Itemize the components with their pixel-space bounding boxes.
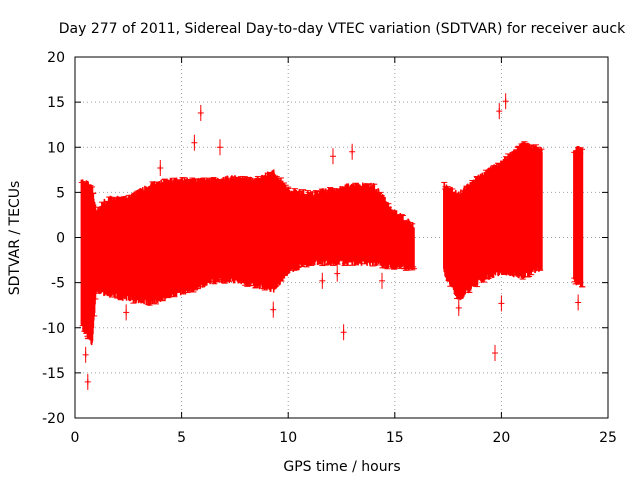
x-tick-label: 15: [386, 430, 404, 446]
y-tick-label: -20: [42, 411, 65, 427]
y-tick-label: 10: [47, 140, 65, 156]
chart-title: Day 277 of 2011, Sidereal Day-to-day VTE…: [59, 21, 626, 37]
x-tick-label: 25: [599, 430, 617, 446]
x-tick-label: 5: [177, 430, 186, 446]
data-series: [78, 93, 586, 390]
y-tick-label: 5: [56, 185, 65, 201]
y-tick-label: -10: [42, 321, 65, 337]
x-tick-label: 0: [71, 430, 80, 446]
y-tick-label: 20: [47, 50, 65, 66]
y-tick-label: -5: [51, 276, 65, 292]
x-tick-label: 10: [279, 430, 297, 446]
x-tick-label: 20: [492, 430, 510, 446]
y-axis-label: SDTVAR / TECUs: [7, 181, 23, 296]
axis-ticks: 0 5 10 15 20 25 -20 -15 -10 -5 0 5 10 15 20: [42, 50, 617, 446]
y-tick-label: 15: [47, 95, 65, 111]
y-tick-label: 0: [56, 231, 65, 247]
x-axis-label: GPS time / hours: [283, 459, 400, 475]
y-tick-label: -15: [42, 366, 65, 382]
